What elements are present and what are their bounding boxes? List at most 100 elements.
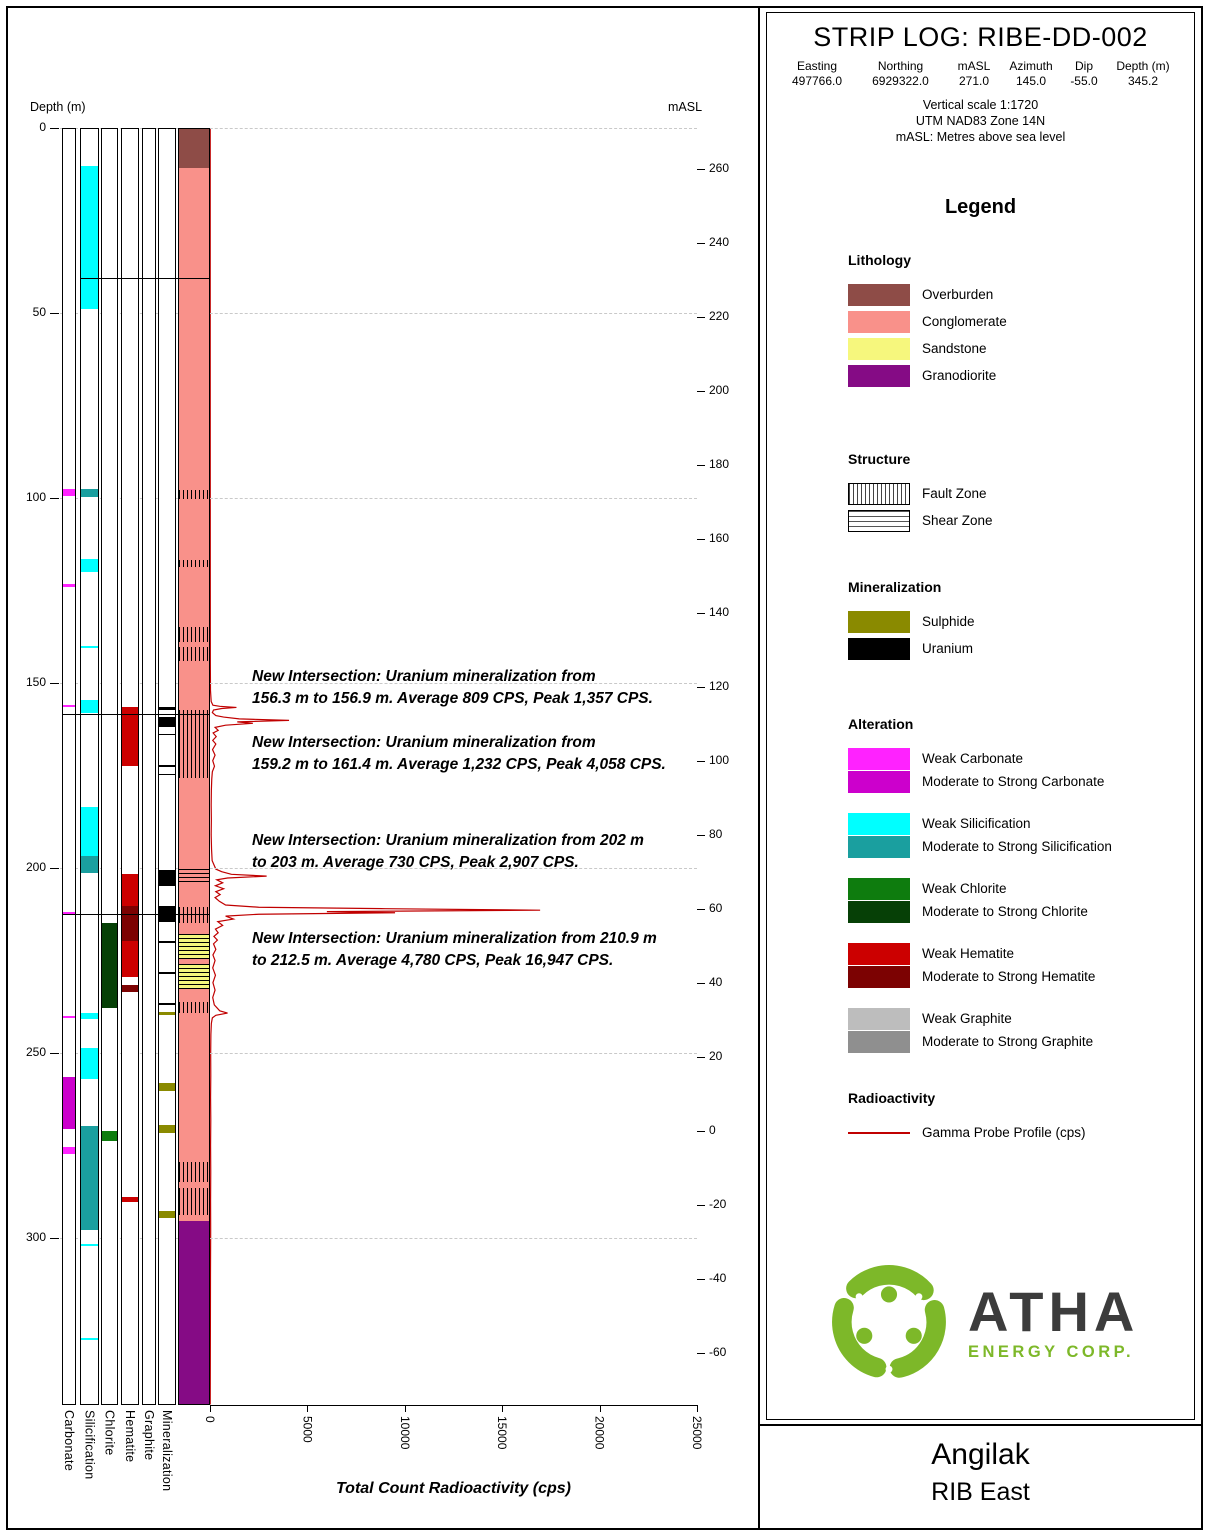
interval-weak_silicification	[81, 1013, 98, 1020]
interval-weak_silicification	[81, 166, 98, 309]
legend-group: Gamma Probe Profile (cps)	[848, 1121, 1196, 1144]
legend-item: Fault Zone	[848, 482, 1196, 505]
map-notes: Vertical scale 1:1720 UTM NAD83 Zone 14N m…	[766, 97, 1195, 145]
track-label-hematite: Hematite	[123, 1410, 137, 1463]
masl-tick-label: -20	[709, 1196, 727, 1211]
structure-shear-overlay	[179, 869, 209, 885]
masl-tick	[697, 390, 705, 392]
cps-tick	[697, 1405, 698, 1413]
interval-sulphide	[159, 1125, 175, 1133]
track-mineralization	[158, 128, 176, 1406]
structure-fault-overlay	[179, 1161, 209, 1182]
survey-value-cell: 345.2	[1127, 74, 1159, 88]
cps-tick	[210, 1405, 211, 1413]
masl-tick-label: 180	[709, 456, 730, 471]
masl-tick-label: 60	[709, 900, 723, 915]
legend-label: Moderate to Strong Graphite	[922, 1034, 1094, 1049]
contact-line	[80, 278, 210, 280]
interval-weak_silicification	[81, 699, 98, 714]
track-carbonate	[62, 128, 76, 1406]
legend-group: Uranium	[848, 637, 1196, 660]
interval-strong_chlorite	[102, 923, 117, 1009]
legend-group: Fault Zone	[848, 482, 1196, 505]
interval-uranium	[159, 940, 175, 943]
legend-item: Conglomerate	[848, 310, 1196, 333]
structure-fault-overlay	[179, 906, 209, 924]
atha-logo-icon	[832, 1265, 946, 1379]
masl-tick	[697, 760, 705, 762]
masl-tick	[697, 908, 705, 910]
interval-weak_chlorite	[102, 1130, 117, 1142]
legend-section-alteration: Alteration Weak Carbonate Moderate to Stro…	[848, 716, 1196, 1053]
depth-tick-label: 50	[32, 305, 46, 319]
depth-gridline	[60, 683, 697, 684]
structure-fault-overlay	[179, 1002, 209, 1013]
depth-tick-label: 100	[25, 490, 46, 504]
survey-header-cell: Azimuth	[1009, 59, 1053, 73]
intersection-annotation-4: New Intersection: Uranium mineralization…	[252, 930, 657, 969]
track-label-chlorite: Chlorite	[102, 1410, 117, 1456]
masl-tick-label: -60	[709, 1344, 727, 1359]
legend-label: Conglomerate	[922, 314, 1007, 329]
legend-swatch-sulphide	[848, 610, 910, 633]
gamma-profile-line	[209, 128, 541, 1405]
cps-tick	[307, 1405, 309, 1413]
interval-uranium	[159, 764, 175, 767]
interval-weak_hematite	[122, 874, 138, 906]
track-silicification	[80, 128, 99, 1406]
masl-tick	[697, 834, 705, 836]
page-title: STRIP LOG: RIBE-DD-002	[813, 22, 1148, 52]
legend-item: Sulphide	[848, 610, 1196, 633]
legend-label: Moderate to Strong Silicification	[922, 839, 1112, 854]
depth-tick	[50, 683, 59, 684]
legend-group: Overburden	[848, 283, 1196, 306]
contact-line	[62, 913, 210, 915]
legend-group: Sandstone	[848, 337, 1196, 360]
legend-item: Granodiorite	[848, 364, 1196, 387]
interval-sulphide	[159, 1083, 175, 1091]
gamma-line-swatch	[848, 1131, 910, 1134]
masl-tick	[697, 242, 705, 244]
cps-tick-label: 20000	[592, 1416, 607, 1450]
legend-group: Sulphide	[848, 610, 1196, 633]
depth-gridline	[60, 498, 697, 499]
masl-tick	[697, 464, 705, 466]
legend-swatch-overburden	[848, 283, 910, 306]
masl-tick-label: 240	[709, 234, 730, 249]
legend-swatch-strong_carbonate	[848, 770, 910, 793]
depth-tick-label: 0	[39, 120, 46, 134]
masl-tick	[697, 686, 705, 688]
cps-tick-label: 25000	[690, 1416, 704, 1450]
legend-label: Weak Graphite	[922, 1011, 1012, 1026]
survey-value-row: 497766.0 6929322.0 271.0 145.0 -55.0 345.2	[766, 74, 1195, 88]
depth-tick	[50, 1053, 59, 1054]
interval-sulphide	[159, 1210, 175, 1218]
legend-item: Weak Hematite	[848, 942, 1196, 965]
structure-fault-overlay	[179, 646, 209, 661]
legend-group: Weak Chlorite Moderate to Strong Chlorite	[848, 877, 1196, 923]
structure-fault-overlay	[179, 627, 209, 643]
depth-gridline	[60, 1053, 697, 1054]
survey-header-cell: Easting	[796, 59, 838, 73]
masl-tick-label: 40	[709, 974, 723, 989]
survey-value-cell: 271.0	[958, 74, 990, 88]
masl-tick-label: 160	[709, 530, 730, 545]
depth-tick	[50, 128, 59, 129]
structure-shear-overlay	[179, 964, 209, 989]
masl-tick-label: 220	[709, 308, 730, 323]
interval-uranium	[159, 733, 175, 736]
structure-fault-overlay	[179, 489, 209, 500]
interval-weak_hematite	[122, 940, 138, 977]
legend-swatch-weak_carbonate	[848, 747, 910, 770]
legend-sections: Lithology Overburden Conglomerate Sandstone…	[848, 252, 1196, 1148]
interval-weak_hematite	[122, 1196, 138, 1202]
legend-swatch-uranium	[848, 637, 910, 660]
legend-heading: Structure	[848, 451, 911, 467]
lith-granodiorite	[179, 1221, 209, 1405]
legend-section-mineralization: Mineralization Sulphide Uranium	[848, 579, 1196, 660]
masl-tick-label: -40	[709, 1270, 727, 1285]
lith-conglomerate	[179, 167, 209, 935]
legend-label: Fault Zone	[922, 486, 987, 501]
depth-gridline	[60, 128, 697, 129]
cps-axis-title: Total Count Radioactivity (cps)	[336, 1480, 571, 1497]
